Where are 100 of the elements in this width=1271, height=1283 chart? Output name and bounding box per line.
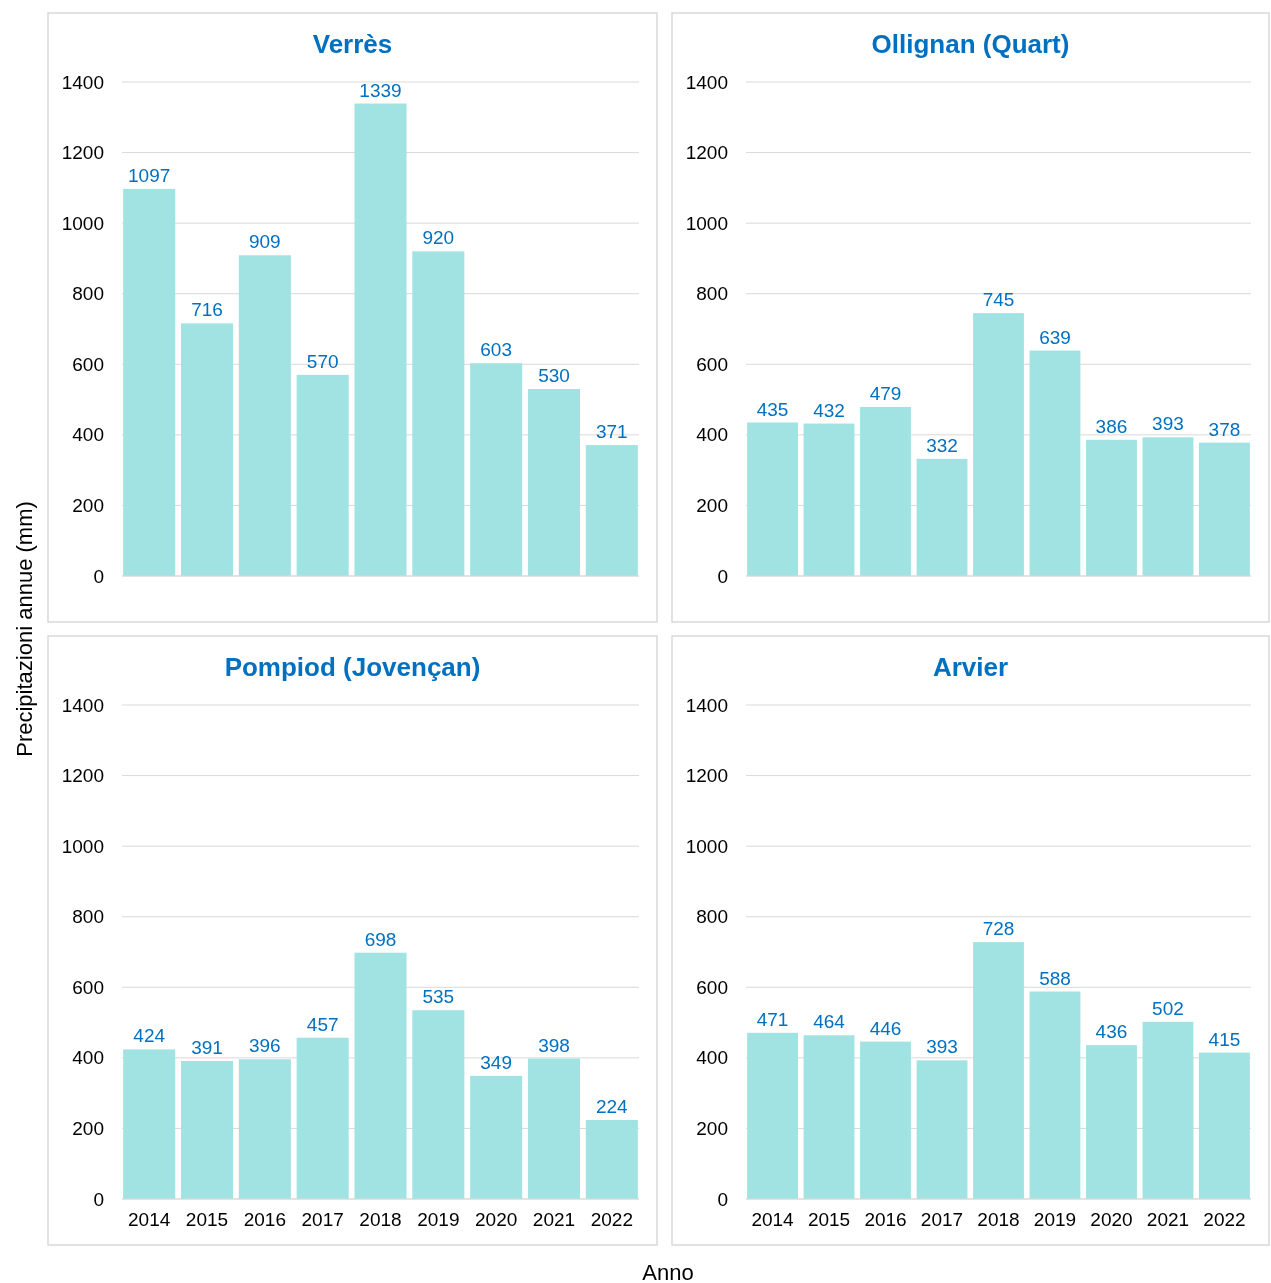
bar	[180, 1061, 234, 1199]
y-tick-label: 800	[72, 283, 104, 305]
y-tick-label: 0	[93, 1188, 104, 1210]
data-label: 639	[1039, 326, 1071, 348]
data-label: 432	[813, 399, 845, 421]
x-tick-label: 2014	[751, 1209, 795, 1231]
x-tick-label: 2018	[359, 1209, 402, 1231]
y-tick-label: 1400	[685, 71, 728, 93]
bar	[916, 458, 968, 576]
bar	[916, 1060, 968, 1199]
y-tick-label: 1400	[685, 694, 728, 716]
data-label: 224	[595, 1095, 629, 1117]
y-tick-label: 200	[72, 495, 104, 517]
bar	[973, 313, 1024, 576]
bar	[803, 1035, 855, 1199]
bar	[238, 255, 291, 576]
bar	[585, 445, 638, 576]
data-label: 1339	[359, 79, 402, 101]
bar	[1142, 437, 1194, 576]
data-label: 588	[1039, 967, 1071, 989]
bar	[1029, 350, 1081, 576]
y-tick-label: 200	[696, 495, 728, 517]
chart-title: Verrès	[312, 29, 393, 59]
bar	[180, 323, 234, 576]
y-axis-title: Precipitazioni annue (mm)	[12, 501, 37, 757]
y-tick-label: 1200	[685, 765, 728, 787]
bar	[470, 1075, 523, 1199]
y-tick-label: 600	[696, 976, 728, 998]
data-label: 530	[538, 364, 570, 386]
x-tick-label: 2016	[243, 1209, 286, 1231]
y-tick-label: 400	[72, 424, 104, 446]
y-tick-label: 600	[72, 353, 104, 375]
data-label: 698	[364, 928, 397, 950]
chart-title: Pompiod (Jovençan)	[224, 652, 481, 682]
bar	[123, 1049, 176, 1199]
data-label: 479	[869, 382, 902, 404]
data-label: 332	[926, 434, 958, 456]
bar	[527, 1058, 581, 1199]
bar	[1142, 1021, 1194, 1199]
data-label: 745	[982, 289, 1015, 311]
x-tick-label: 2015	[185, 1209, 229, 1231]
y-tick-label: 0	[717, 1188, 728, 1210]
bar	[412, 251, 465, 576]
data-label: 396	[248, 1035, 281, 1057]
data-label: 535	[422, 986, 455, 1008]
y-tick-label: 1000	[685, 835, 728, 857]
y-tick-label: 200	[72, 1118, 104, 1140]
data-label: 446	[869, 1017, 902, 1039]
x-tick-label: 2021	[532, 1209, 576, 1231]
data-label: 728	[982, 918, 1015, 940]
bar	[747, 1032, 798, 1199]
bar	[354, 952, 407, 1199]
bar	[1199, 442, 1250, 576]
data-label: 502	[1152, 997, 1184, 1019]
y-tick-label: 1200	[61, 142, 104, 164]
x-tick-label: 2022	[1203, 1209, 1246, 1231]
data-label: 424	[133, 1025, 166, 1047]
bar	[354, 103, 407, 576]
bar	[123, 188, 176, 576]
bar	[296, 374, 349, 576]
bar	[527, 388, 581, 576]
y-tick-label: 0	[717, 565, 728, 587]
y-tick-label: 400	[696, 1047, 728, 1069]
data-label: 909	[248, 231, 281, 253]
bar	[470, 363, 523, 576]
bar	[585, 1119, 638, 1199]
x-tick-label: 2020	[1090, 1209, 1133, 1231]
bar	[860, 1041, 911, 1199]
data-label: 398	[538, 1034, 570, 1056]
y-tick-label: 1000	[61, 212, 104, 234]
data-label: 436	[1095, 1021, 1128, 1043]
y-tick-label: 1200	[685, 142, 728, 164]
data-label: 920	[422, 227, 455, 249]
data-label: 386	[1095, 415, 1128, 437]
data-label: 378	[1208, 418, 1241, 440]
bar	[1086, 439, 1137, 576]
data-label: 570	[306, 350, 339, 372]
data-label: 393	[926, 1036, 958, 1058]
x-tick-label: 2017	[301, 1209, 344, 1231]
x-tick-label: 2014	[128, 1209, 171, 1231]
y-tick-label: 1400	[61, 694, 104, 716]
data-label: 393	[1152, 413, 1184, 435]
x-tick-label: 2020	[475, 1209, 518, 1231]
y-tick-label: 1000	[685, 212, 728, 234]
bar	[1199, 1052, 1250, 1199]
y-tick-label: 400	[72, 1047, 104, 1069]
x-axis-title: Anno	[642, 1260, 694, 1283]
y-tick-label: 200	[696, 1118, 728, 1140]
y-tick-label: 1000	[61, 835, 104, 857]
bar	[747, 422, 798, 576]
bar	[1086, 1045, 1137, 1199]
data-label: 435	[756, 398, 789, 420]
y-tick-label: 0	[93, 565, 104, 587]
y-tick-label: 1400	[61, 71, 104, 93]
data-label: 457	[306, 1013, 339, 1035]
data-label: 371	[595, 421, 628, 443]
x-tick-label: 2019	[417, 1209, 460, 1231]
x-tick-label: 2022	[590, 1209, 633, 1231]
x-tick-label: 2021	[1146, 1209, 1190, 1231]
data-label: 1097	[128, 164, 171, 186]
